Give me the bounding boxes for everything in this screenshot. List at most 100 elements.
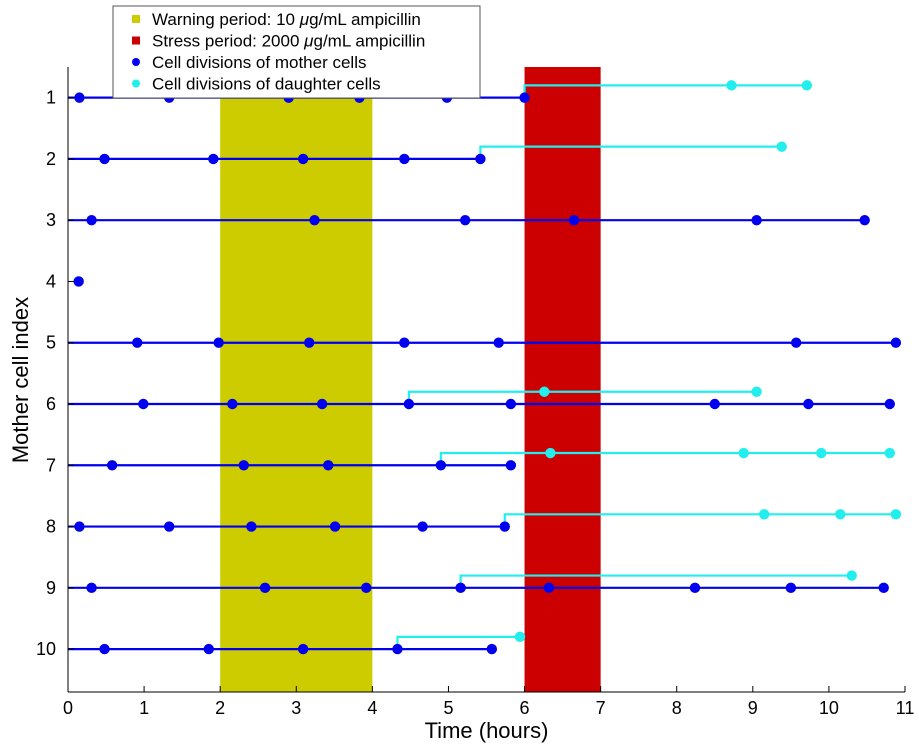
x-tick-label-3: 3 [291, 698, 301, 718]
mother-3-division-3 [459, 214, 471, 226]
daughter-1-division-2 [801, 80, 813, 91]
mother-6-division-5 [505, 398, 517, 410]
x-tick-label-9: 9 [748, 698, 758, 718]
y-tick-label-9: 9 [46, 578, 56, 598]
mother-9-division-1 [86, 582, 97, 594]
mother-3-division-2 [309, 214, 320, 226]
legend-mother-label: Cell divisions of mother cells [152, 53, 366, 72]
mother-5-division-2 [213, 337, 224, 348]
x-ticks: 0 1 2 3 4 5 6 7 8 9 10 11 [63, 686, 914, 718]
mother-6-division-1 [138, 398, 149, 410]
mother-10-division-5 [486, 643, 498, 655]
mother-9-division-2 [259, 582, 271, 594]
y-tick-label-5: 5 [46, 333, 56, 353]
legend-daughter-marker [132, 79, 140, 88]
y-tick-label-10: 10 [36, 639, 56, 659]
mother-8-division-5 [417, 521, 428, 532]
legend-warning-swatch [132, 15, 140, 23]
legend: Warning period: 10 μg/mL ampicillin Stres… [112, 5, 481, 99]
daughter-1-division-1 [726, 80, 737, 91]
legend-daughter-label: Cell divisions of daughter cells [152, 75, 381, 94]
mother-9-division-6 [689, 582, 701, 594]
division-points [73, 80, 902, 655]
daughter-7-division-4 [884, 447, 895, 459]
mother-9-division-5 [543, 582, 555, 594]
legend-stress-label: Stress period: 2000 μg/mL ampicillin [152, 32, 425, 51]
mother-1-division-1 [74, 92, 85, 103]
daughter-8-division-3 [890, 509, 902, 520]
daughter-7-division-2 [738, 447, 749, 459]
x-tick-label-10: 10 [819, 698, 839, 718]
y-tick-label-1: 1 [46, 88, 56, 108]
mother-10-division-4 [392, 643, 403, 655]
stress-period-band [524, 67, 601, 692]
mother-5-division-5 [493, 337, 504, 348]
period-bands [220, 67, 601, 692]
y-tick-label-4: 4 [46, 271, 56, 291]
y-axis-title: Mother cell index [8, 297, 33, 463]
mother-5-division-4 [399, 337, 410, 348]
daughter-7-division-1 [545, 447, 556, 459]
mother-6-division-2 [227, 398, 238, 410]
daughter-line-10 [396, 635, 520, 650]
mother-8-division-3 [246, 521, 257, 532]
mother-4-division-1 [73, 276, 84, 287]
mother-9-division-4 [455, 582, 466, 594]
mother-8-division-1 [74, 521, 85, 532]
x-tick-label-2: 2 [215, 698, 225, 718]
mother-10-division-2 [203, 643, 214, 655]
mother-8-division-2 [164, 521, 175, 532]
mother-7-division-5 [505, 460, 517, 471]
mother-7-division-1 [106, 460, 118, 471]
mother-6-division-8 [884, 398, 895, 410]
legend-stress-swatch [132, 36, 140, 45]
y-tick-label-2: 2 [46, 149, 56, 169]
mother-3-division-1 [86, 214, 97, 226]
mother-7-division-2 [238, 460, 249, 471]
mother-1-division-6 [519, 92, 530, 103]
mother-6-division-4 [403, 398, 415, 410]
mother-2-division-4 [399, 153, 410, 165]
x-tick-label-1: 1 [139, 698, 149, 718]
mother-8-division-6 [499, 521, 510, 532]
x-axis-title: Time (hours) [425, 718, 549, 743]
mother-9-division-3 [361, 582, 372, 594]
mother-5-division-3 [304, 337, 315, 348]
mother-6-division-3 [316, 398, 328, 410]
mother-5-division-6 [790, 337, 802, 348]
mother-3-division-6 [859, 214, 870, 226]
x-tick-label-4: 4 [367, 698, 377, 718]
warning-period-band [220, 67, 373, 692]
daughter-8-division-1 [759, 509, 770, 520]
mother-2-division-5 [475, 153, 486, 165]
mother-8-division-4 [329, 521, 341, 532]
mother-2-division-2 [208, 153, 219, 165]
mother-2-division-1 [99, 153, 110, 165]
x-tick-label-0: 0 [63, 698, 73, 718]
mother-3-division-4 [568, 214, 580, 226]
y-tick-label-6: 6 [46, 394, 56, 414]
mother-10-division-3 [297, 643, 309, 655]
mother-6-division-7 [803, 398, 814, 410]
legend-mother-marker [132, 58, 140, 66]
x-tick-label-6: 6 [520, 698, 530, 718]
mother-2-division-3 [297, 153, 309, 165]
axes [67, 67, 905, 693]
x-tick-label-11: 11 [896, 698, 915, 718]
x-tick-label-7: 7 [596, 698, 606, 718]
x-tick-label-5: 5 [443, 698, 453, 718]
cell-lineage-lines [68, 84, 896, 651]
x-tick-label-8: 8 [672, 698, 682, 718]
mother-9-division-8 [878, 582, 889, 594]
mother-7-division-4 [435, 460, 447, 471]
daughter-7-division-3 [816, 447, 827, 459]
daughter-6-division-1 [539, 386, 550, 397]
legend-warning-label: Warning period: 10 μg/mL ampicillin [152, 10, 421, 29]
legend-box [112, 5, 481, 99]
mother-10-division-1 [99, 643, 110, 655]
mother-9-division-7 [785, 582, 797, 594]
y-ticks: 1 2 3 4 5 6 7 8 9 10 [36, 88, 74, 659]
mother-7-division-3 [323, 460, 334, 471]
y-tick-label-3: 3 [46, 210, 56, 230]
